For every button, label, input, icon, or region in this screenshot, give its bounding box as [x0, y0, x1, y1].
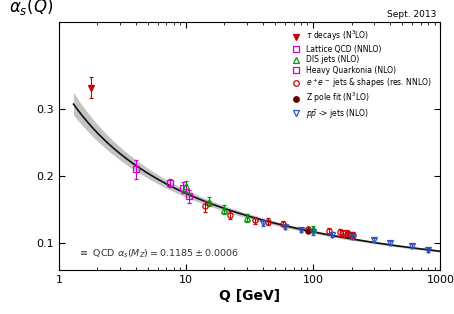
- Text: Sept. 2013: Sept. 2013: [387, 10, 437, 19]
- Legend: $\tau$ decays (N$^3$LO), Lattice QCD (NNLO), DIS jets (NLO), Heavy Quarkonia (NL: $\tau$ decays (N$^3$LO), Lattice QCD (NN…: [288, 28, 433, 121]
- X-axis label: Q [GeV]: Q [GeV]: [219, 289, 280, 303]
- Text: $\alpha_s(Q)$: $\alpha_s(Q)$: [10, 0, 54, 17]
- Text: $\equiv$ QCD $\alpha_s(M_Z) = 0.1185 \pm 0.0006$: $\equiv$ QCD $\alpha_s(M_Z) = 0.1185 \pm…: [78, 248, 239, 260]
